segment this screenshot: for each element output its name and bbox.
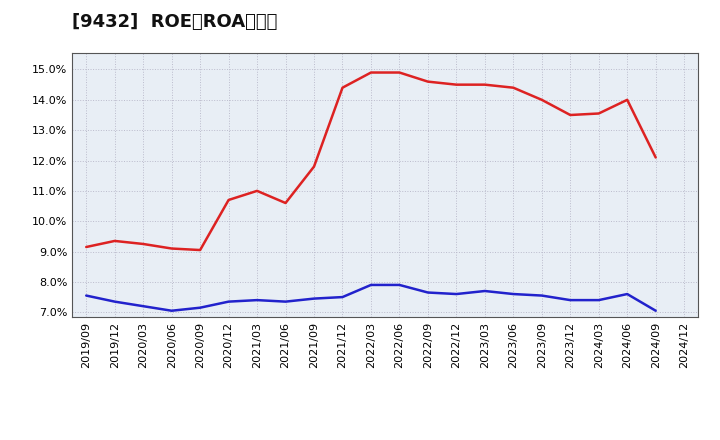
ROA xyxy=(110,299,119,304)
ROA xyxy=(253,297,261,303)
ROE xyxy=(225,197,233,202)
ROA xyxy=(566,297,575,303)
ROE xyxy=(167,246,176,251)
ROA xyxy=(338,294,347,300)
ROE xyxy=(196,247,204,253)
ROE xyxy=(82,244,91,249)
ROA xyxy=(423,290,432,295)
ROE xyxy=(253,188,261,194)
ROE xyxy=(566,112,575,117)
ROA xyxy=(509,291,518,297)
ROA xyxy=(395,282,404,288)
ROA xyxy=(225,299,233,304)
ROE xyxy=(338,85,347,90)
ROE xyxy=(366,70,375,75)
ROA xyxy=(139,304,148,309)
ROE xyxy=(423,79,432,84)
Line: ROA: ROA xyxy=(86,285,656,311)
ROE xyxy=(310,164,318,169)
ROA xyxy=(452,291,461,297)
ROA xyxy=(537,293,546,298)
Text: [9432]  ROE、ROAの推移: [9432] ROE、ROAの推移 xyxy=(72,13,277,31)
ROA xyxy=(82,293,91,298)
ROE xyxy=(452,82,461,87)
ROE xyxy=(509,85,518,90)
ROE xyxy=(395,70,404,75)
ROE xyxy=(110,238,119,244)
Legend: ROE, ROA: ROE, ROA xyxy=(297,435,474,440)
ROA xyxy=(310,296,318,301)
ROA xyxy=(623,291,631,297)
ROA xyxy=(652,308,660,313)
ROE xyxy=(537,97,546,103)
ROE xyxy=(139,241,148,246)
ROA xyxy=(595,297,603,303)
ROE xyxy=(623,97,631,103)
ROA xyxy=(167,308,176,313)
ROA xyxy=(366,282,375,288)
ROE xyxy=(480,82,489,87)
ROE xyxy=(595,111,603,116)
Line: ROE: ROE xyxy=(86,73,656,250)
ROE xyxy=(282,200,290,205)
ROA xyxy=(480,288,489,293)
ROA xyxy=(282,299,290,304)
ROA xyxy=(196,305,204,310)
ROE xyxy=(652,155,660,160)
